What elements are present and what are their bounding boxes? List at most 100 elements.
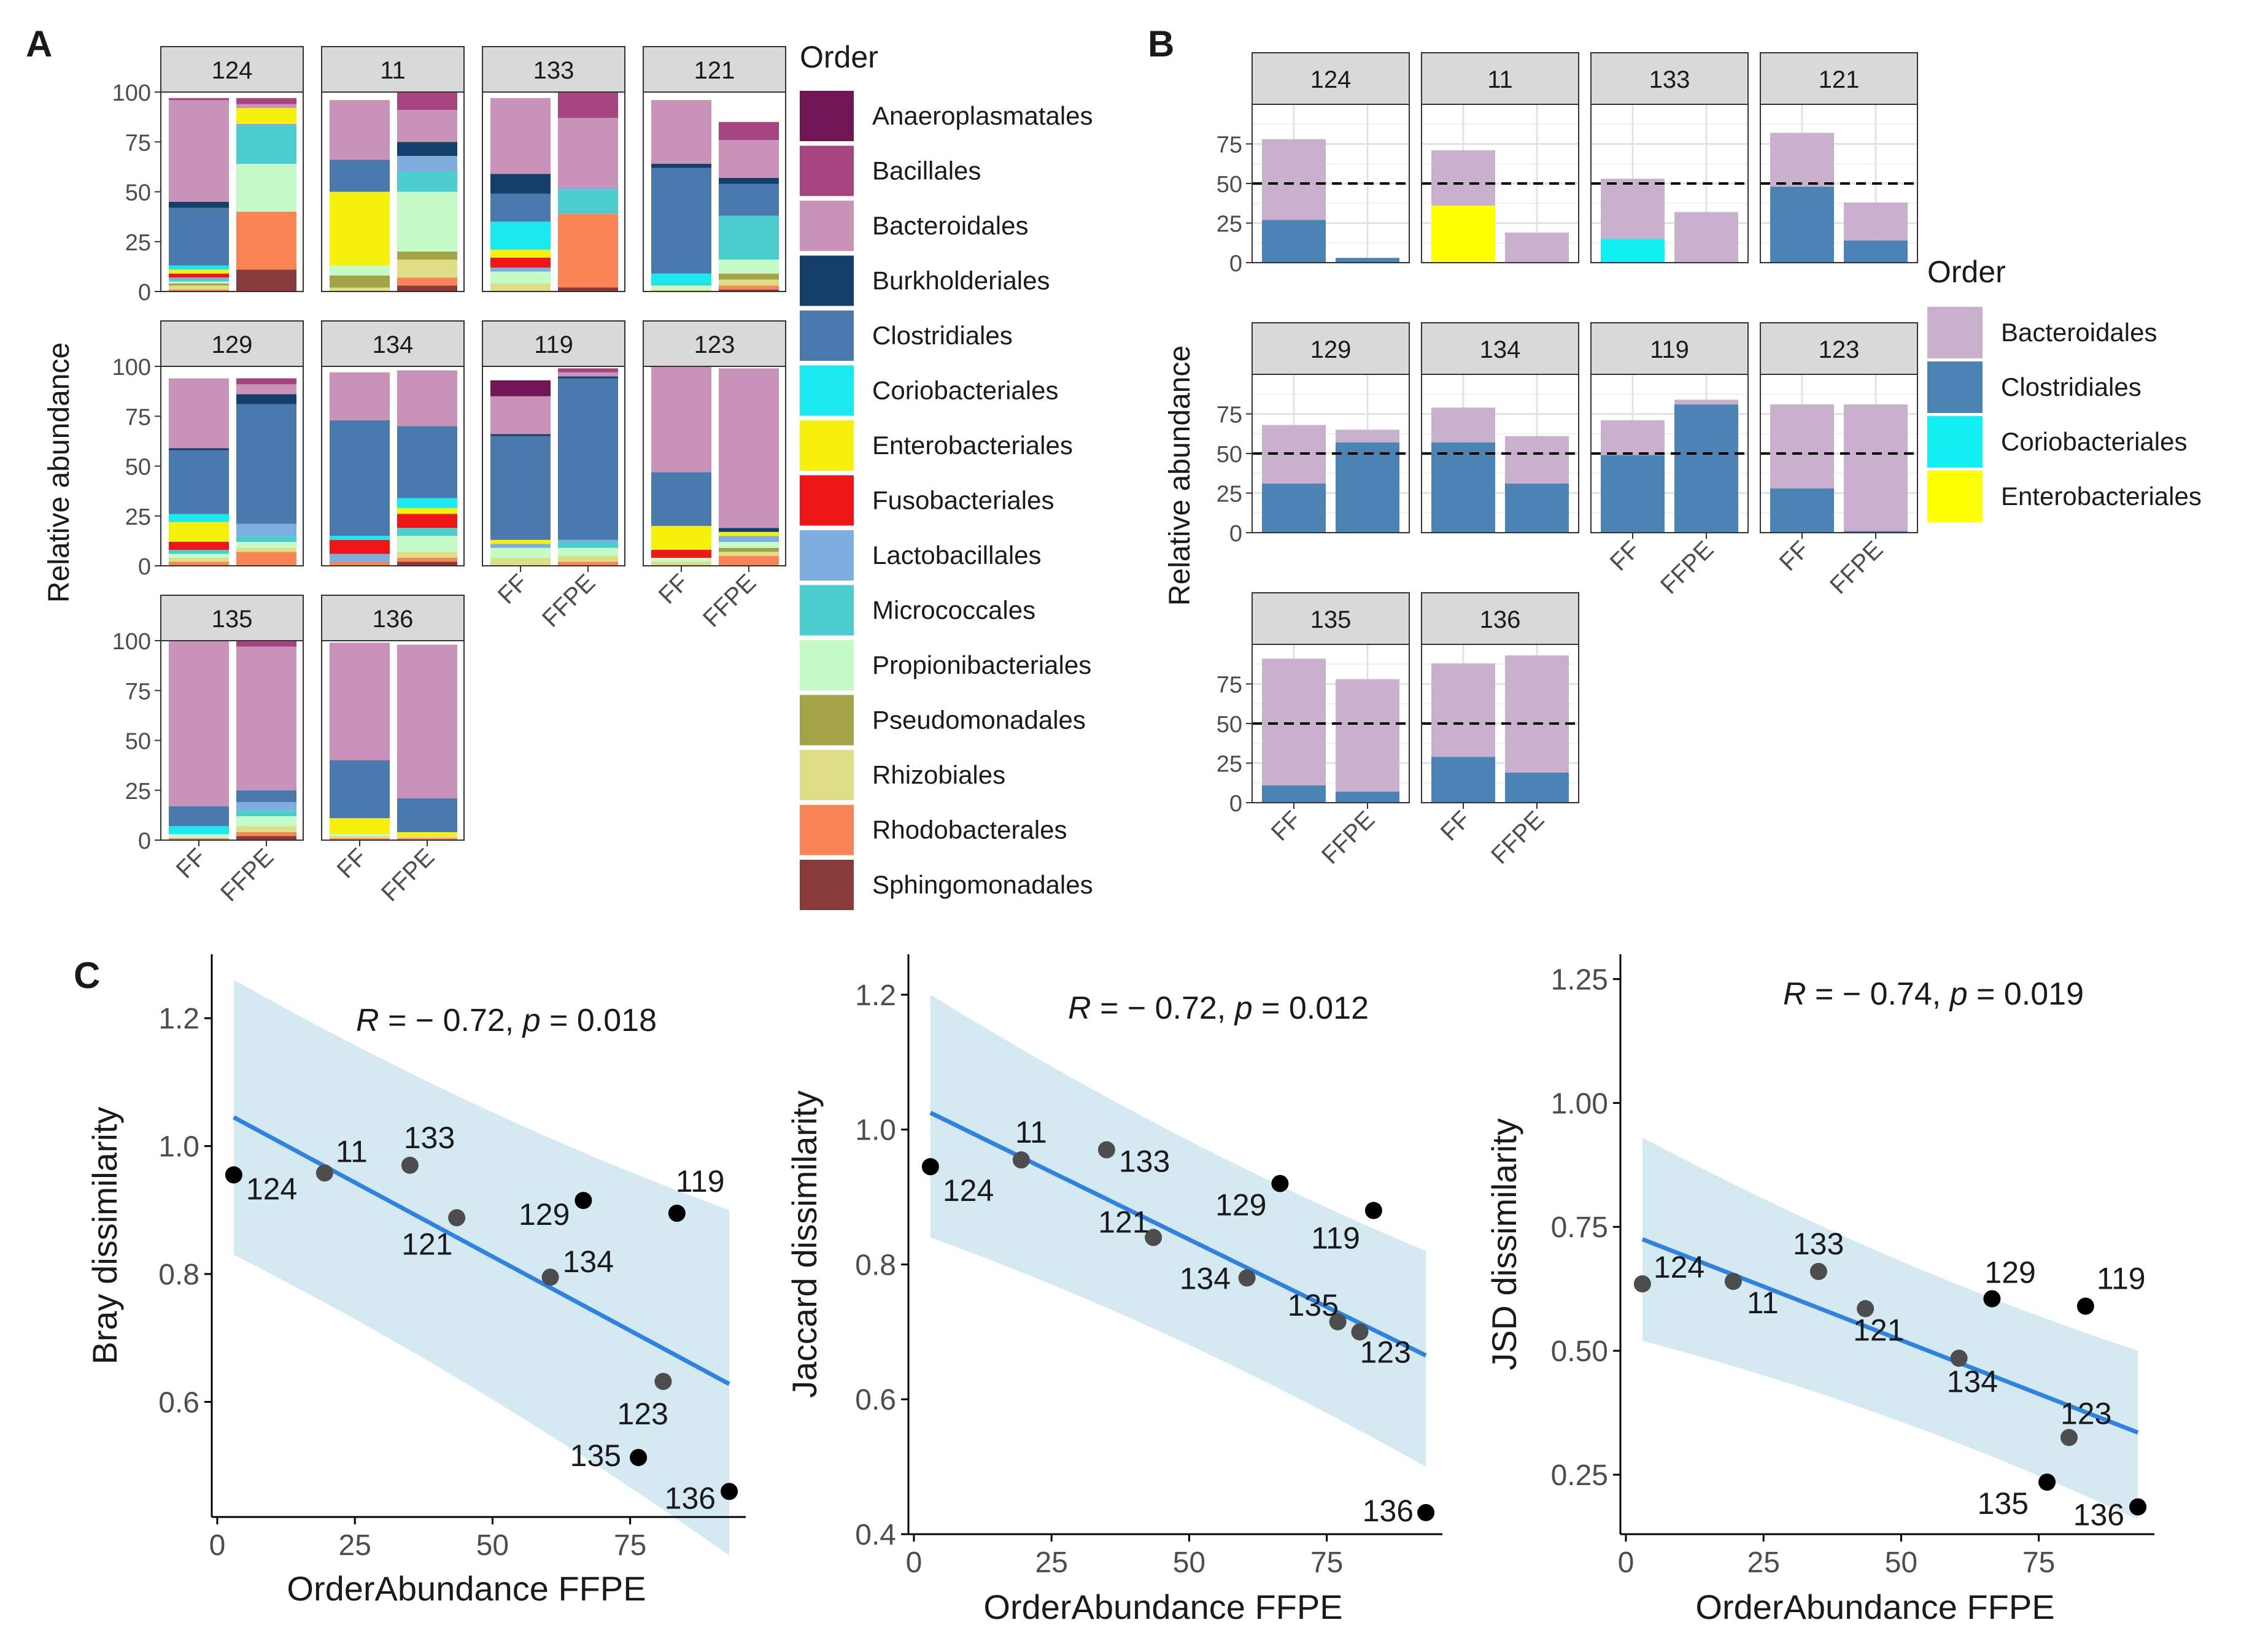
facet-133-bar-ff-enterobacteriales <box>490 249 551 258</box>
facet-133-bar-ff-burkholderiales <box>490 174 551 194</box>
legend-swatch-fusobacteriales <box>800 475 854 526</box>
facet-134-bar-ff-lactobacillales <box>330 554 390 562</box>
facet-133-strip-label: 133 <box>1649 66 1690 93</box>
point-label-121: 121 <box>1853 1313 1904 1348</box>
facet-133-bar-ffpe-micrococcales <box>558 190 618 214</box>
xtick-label: 50 <box>1885 1546 1917 1579</box>
point-label-124: 124 <box>943 1173 994 1208</box>
facet-124-bar-ff-bacillales <box>169 98 229 100</box>
facet-11-bar-ff-bacteroidales <box>1431 150 1495 206</box>
facet-134-bar-ffpe-bacteroidales <box>397 370 457 427</box>
correlation-annotation: R = − 0.74, p = 0.019 <box>1783 976 2084 1012</box>
point-11 <box>315 1164 333 1182</box>
facet-135-bar-ffpe-rhodobacterales <box>236 832 296 836</box>
facet-123-panel-border <box>1760 374 1918 533</box>
point-label-11: 11 <box>336 1134 368 1168</box>
facet-129-bar-ff-bacteroidales <box>169 378 229 449</box>
facet-133-bar-ffpe-bacteroidales <box>558 118 618 188</box>
point-121 <box>448 1209 466 1227</box>
facet-135-ytick-label: 50 <box>125 729 151 755</box>
legend-label-enterobacteriales: Enterobacteriales <box>872 431 1073 460</box>
facet-134-bar-ff-bacteroidales <box>330 372 390 420</box>
point-123 <box>654 1373 672 1391</box>
facet-11-bar-ffpe-bacillales <box>397 92 457 110</box>
facet-119-bar-ffpe-clostridiales <box>558 378 618 540</box>
facet-11-bar-ff-rhizobiales <box>330 287 390 291</box>
legend-title: Order <box>800 40 878 74</box>
facet-119-bar-ff-propionibacteriales <box>490 547 551 558</box>
point-label-133: 133 <box>1793 1227 1844 1261</box>
panel-label-a: A <box>26 23 52 64</box>
facet-121-bar-ff-bacteroidales <box>1770 133 1834 187</box>
facet-136-bar-ffpe-rhodobacterales <box>397 838 457 840</box>
facet-124-bar-ff-rhodobacterales <box>169 289 229 291</box>
facet-135-ytick-label: 75 <box>1217 673 1242 698</box>
facet-135-bar-ffpe-rhizobiales <box>236 826 296 832</box>
facet-134-bar-ffpe-propionibacteriales <box>397 536 457 552</box>
point-label-135: 135 <box>1288 1288 1339 1322</box>
facet-133-strip <box>1590 52 1749 105</box>
facet-136-bar-ffpe-rhizobiales <box>397 836 457 838</box>
legend-swatch-clostridiales <box>800 311 854 361</box>
facet-129-bar-ff-clostridiales <box>169 450 229 514</box>
facet-124-bar-ff-pseudomonadales <box>169 284 229 286</box>
facet-124-bar-ffpe-sphingomonadales <box>236 269 296 291</box>
annotation-value: = − 0.74, <box>1806 976 1950 1012</box>
facet-121-bar-ffpe-rhizobiales <box>719 279 779 286</box>
annotation-symbol: R <box>1068 990 1091 1026</box>
facet-119-bar-ff-rhizobiales <box>490 558 551 566</box>
regression-line <box>1641 1237 2139 1435</box>
facet-124-bar-ff-clostridiales <box>169 207 229 266</box>
facet-134-bar-ffpe-rhodobacterales <box>397 558 457 562</box>
legend-label-rhodobacterales: Rhodobacterales <box>872 816 1067 844</box>
facet-124-ytick-label: 0 <box>138 280 151 306</box>
annotation-symbol: R <box>356 1003 379 1038</box>
facet-136-strip-label: 136 <box>1480 606 1521 633</box>
annotation-value: = 0.018 <box>541 1003 657 1038</box>
facet-129-bar-ff-clostridiales <box>1262 484 1326 533</box>
facet-135-bar-ffpe-micrococcales <box>236 810 296 816</box>
facet-133-bar-ff-bacteroidales <box>490 98 551 174</box>
legend-swatch-clostridiales <box>1927 361 1983 413</box>
facet-135-bar-ff-propionibacteriales <box>169 834 229 838</box>
facet-129-bar-ffpe-bacteroidales <box>236 384 296 395</box>
facet-136-bar-ff-bacteroidales <box>330 643 390 760</box>
facet-135-ytick-label: 25 <box>125 779 151 805</box>
y-axis-title: Jaccard dissimilarity <box>785 1090 824 1398</box>
facet-129-bar-ff-fusobacteriales <box>169 542 229 550</box>
facet-119-xtick-label: FFPE <box>1655 536 1719 599</box>
facet-124-bar-ffpe-lactobacillales <box>236 124 296 126</box>
facet-119-bar-ffpe-lactobacillales <box>558 539 618 542</box>
point-11 <box>1724 1273 1742 1291</box>
facet-124-ytick-label: 75 <box>1217 133 1242 158</box>
facet-129-bar-ff-coriobacteriales <box>169 514 229 522</box>
xtick-label: 50 <box>1173 1546 1205 1579</box>
facet-119-strip <box>482 320 625 367</box>
facet-129-ytick-label: 50 <box>1217 442 1242 468</box>
facet-124-bar-ff-lactobacillales <box>169 277 229 280</box>
facet-11-bar-ffpe-micrococcales <box>397 172 457 192</box>
facet-119-strip-label: 119 <box>534 331 573 358</box>
point-136 <box>721 1483 738 1500</box>
facet-124-bar-ff-bacteroidales <box>1262 139 1326 220</box>
facet-129-ytick-label: 75 <box>1217 403 1242 428</box>
facet-124-bar-ff-enterobacteriales <box>169 269 229 274</box>
facet-133-bar-ff-clostridiales <box>490 193 551 222</box>
facet-11-panel-border <box>1421 104 1579 263</box>
facet-135-bar-ffpe-clostridiales <box>1336 791 1399 803</box>
annotation-value: = − 0.72, <box>379 1003 523 1038</box>
facet-121-bar-ffpe-sphingomonadales <box>719 289 779 291</box>
point-label-129: 129 <box>1984 1255 2035 1289</box>
facet-119-xtick-label: FFPE <box>537 569 600 632</box>
facet-123-bar-ffpe-burkholderiales <box>719 528 779 532</box>
facet-134-bar-ff-fusobacteriales <box>330 539 390 554</box>
facet-135-xtick-label: FF <box>1266 806 1307 846</box>
facet-124-strip-label: 124 <box>1310 66 1352 93</box>
facet-121-bar-ff-micrococcales <box>651 284 711 286</box>
facet-135-strip <box>160 595 304 641</box>
facet-121-panel-border <box>1760 104 1918 263</box>
facet-133-bar-ff-fusobacteriales <box>490 257 551 268</box>
point-label-119: 119 <box>1311 1221 1360 1256</box>
point-label-11: 11 <box>1747 1286 1779 1320</box>
